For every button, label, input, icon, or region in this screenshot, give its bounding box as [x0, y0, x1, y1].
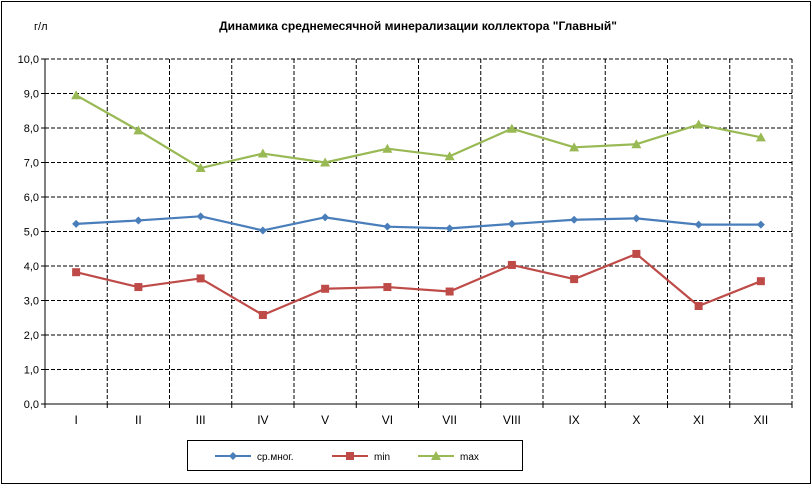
x-tick-label: VI	[382, 413, 393, 427]
series-1	[72, 212, 765, 235]
series-line	[76, 215, 761, 232]
legend: ср.мног. min max	[187, 440, 523, 471]
axes: 0,01,02,03,04,05,06,07,08,09,010,0I II III…	[18, 54, 793, 427]
data-point	[195, 163, 206, 173]
data-point	[570, 215, 579, 224]
data-point	[258, 310, 267, 319]
x-tick-label: II	[135, 413, 142, 427]
data-point	[570, 275, 579, 284]
data-point	[694, 302, 703, 311]
data-point	[133, 125, 144, 135]
y-axis-label: г/л	[34, 21, 48, 33]
x-tick-label: IV	[257, 413, 268, 427]
y-tick-label: 1,0	[24, 365, 39, 377]
legend-marker	[229, 452, 237, 460]
data-point	[756, 220, 765, 229]
data-point	[632, 214, 641, 223]
y-tick-label: 5,0	[24, 227, 39, 239]
data-point	[755, 132, 766, 142]
data-point	[632, 249, 641, 258]
y-tick-label: 0,0	[24, 399, 39, 411]
data-point	[258, 226, 267, 235]
data-point	[694, 220, 703, 229]
data-point	[569, 142, 580, 152]
data-point	[257, 148, 268, 158]
data-point	[383, 283, 392, 292]
data-point	[321, 213, 330, 222]
data-point	[72, 219, 81, 228]
data-point	[382, 143, 393, 153]
chart-title: Динамика среднемесячной минерализации ко…	[219, 19, 617, 33]
data-point	[320, 157, 331, 167]
legend-label: ср.мног.	[257, 452, 294, 463]
y-tick-label: 10,0	[18, 54, 39, 66]
data-point	[196, 212, 205, 221]
legend-label: max	[460, 452, 479, 463]
x-tick-label: V	[321, 413, 329, 427]
series	[71, 90, 766, 319]
data-point	[445, 287, 454, 296]
y-tick-label: 6,0	[24, 192, 39, 204]
y-tick-label: 7,0	[24, 158, 39, 170]
data-point	[134, 216, 143, 225]
x-tick-label: XII	[754, 413, 769, 427]
series-line	[75, 252, 762, 317]
grid	[45, 58, 793, 404]
data-point	[72, 268, 81, 277]
y-tick-label: 9,0	[24, 89, 39, 101]
x-tick-label: XI	[693, 413, 704, 427]
data-point	[445, 224, 454, 233]
data-point	[383, 222, 392, 231]
x-tick-label: VIII	[503, 413, 521, 427]
y-tick-label: 8,0	[24, 123, 39, 135]
data-point	[321, 284, 330, 293]
x-tick-label: VII	[442, 413, 457, 427]
x-tick-label: III	[196, 413, 206, 427]
legend-marker	[346, 452, 354, 460]
legend-label: min	[374, 452, 390, 463]
y-tick-label: 3,0	[24, 296, 39, 308]
data-point	[693, 119, 704, 129]
data-point	[71, 90, 82, 100]
series-line	[75, 94, 762, 170]
y-tick-label: 4,0	[24, 261, 39, 273]
legend-marker	[431, 451, 441, 460]
data-point	[196, 274, 205, 283]
series-2	[72, 249, 765, 319]
data-point	[444, 151, 455, 161]
data-point	[631, 139, 642, 149]
data-point	[507, 260, 516, 269]
series-3	[71, 90, 766, 173]
data-point	[506, 123, 517, 133]
x-tick-label: X	[632, 413, 640, 427]
x-tick-label: I	[74, 413, 77, 427]
y-tick-label: 2,0	[24, 330, 39, 342]
x-tick-label: IX	[568, 413, 579, 427]
data-point	[507, 219, 516, 228]
data-point	[134, 283, 143, 292]
data-point	[756, 277, 765, 286]
